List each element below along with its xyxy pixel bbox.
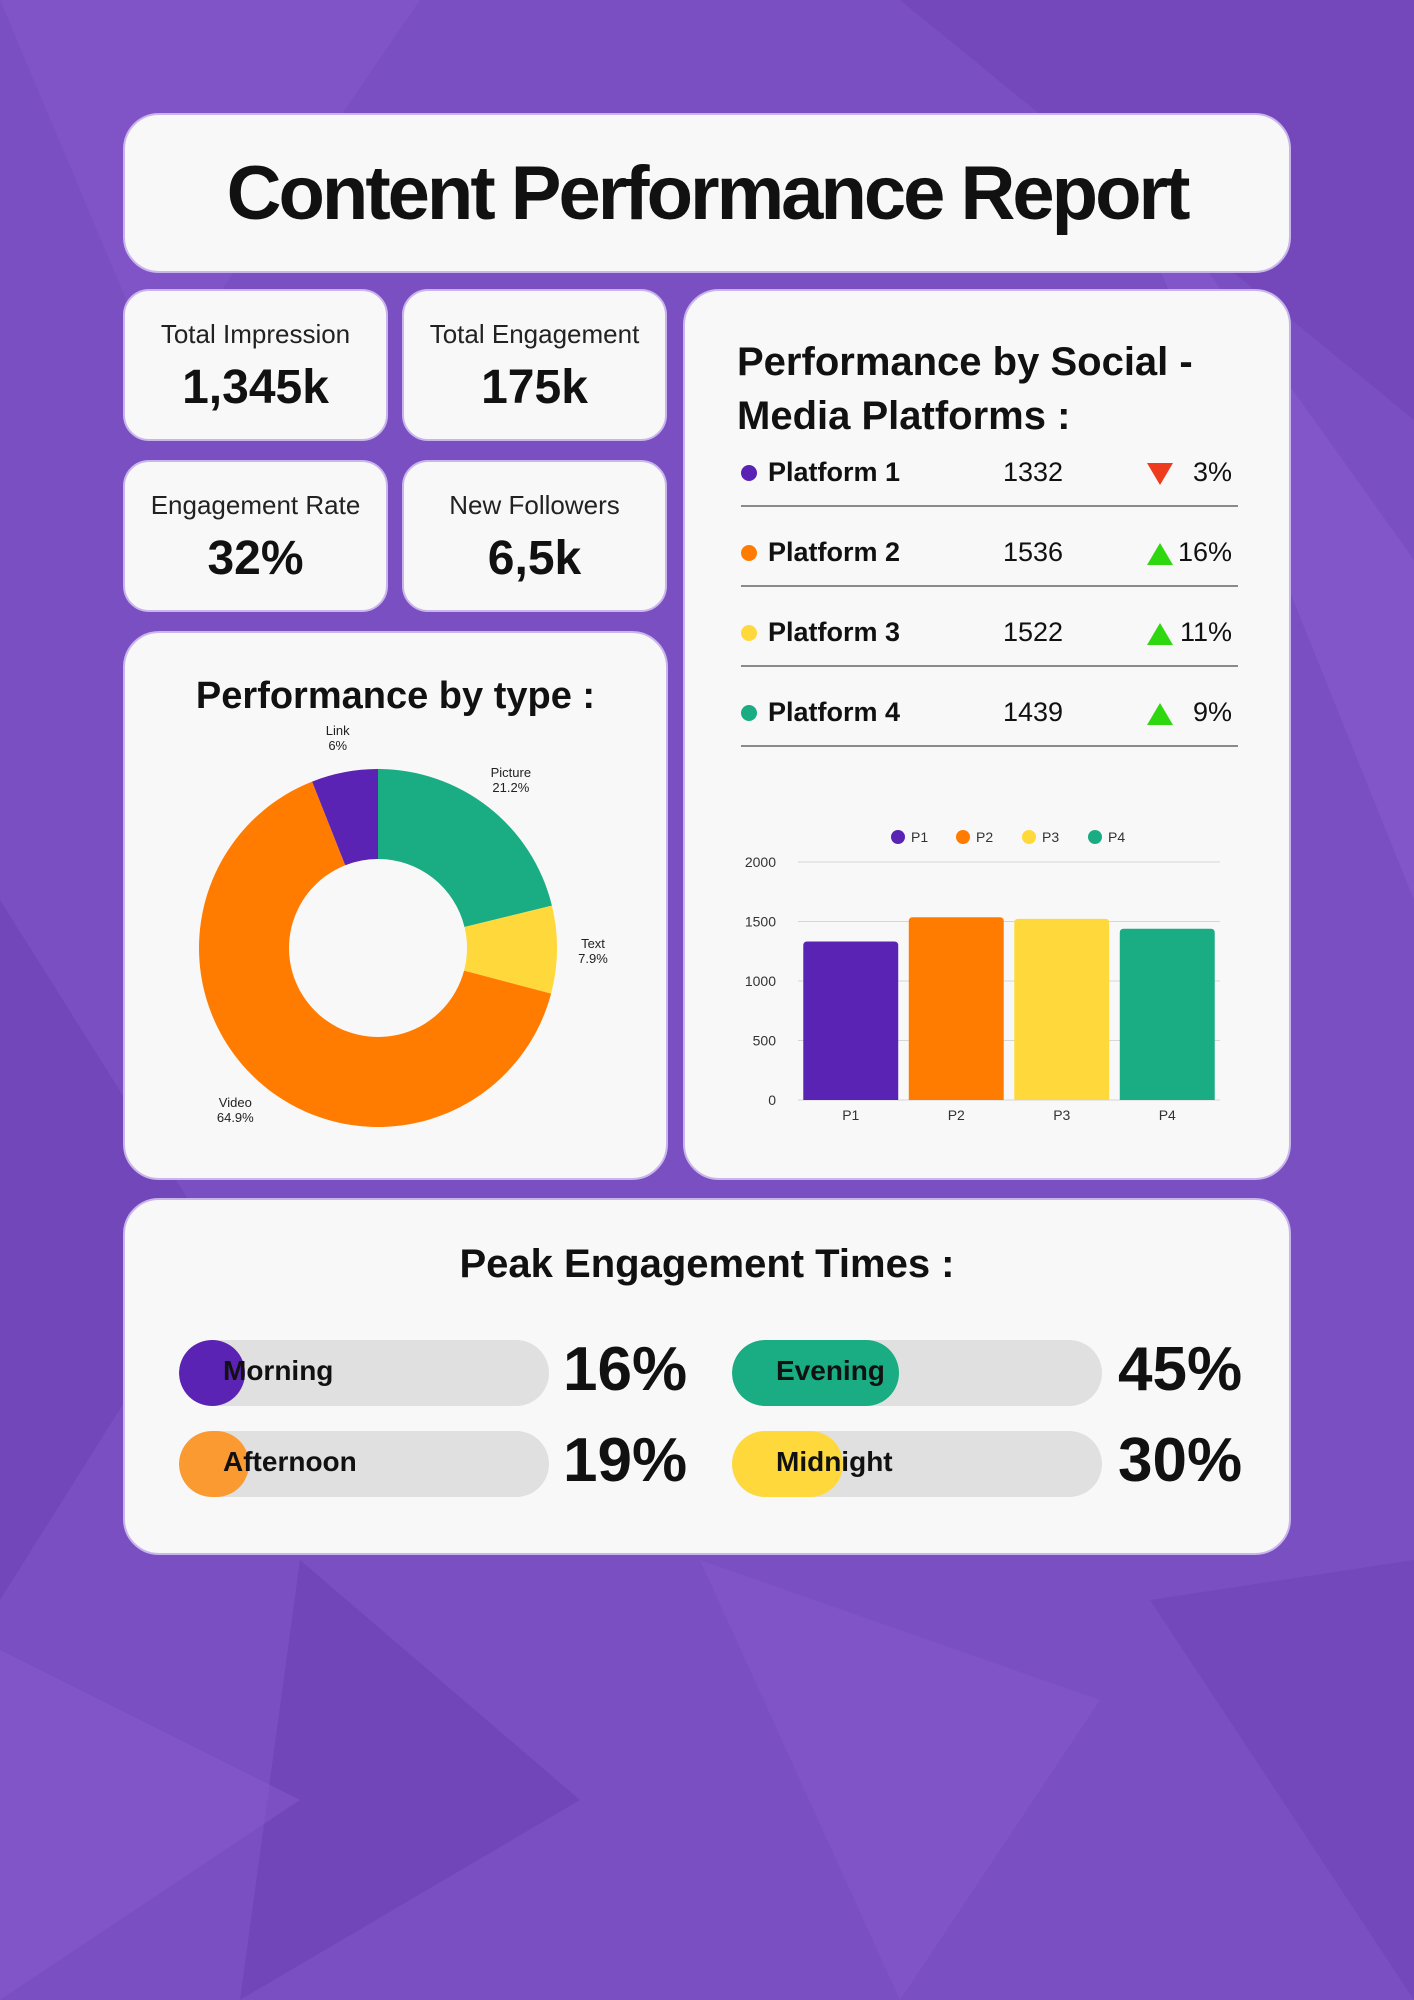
legend-label: P3 [1042, 829, 1059, 845]
platform-color-dot [741, 545, 757, 561]
platform-row: Platform 2 1536 16% [741, 523, 1238, 587]
donut-slice-picture [378, 769, 552, 927]
peak-bar-evening: Evening [732, 1340, 1102, 1406]
peak-bar-midnight: Midnight [732, 1431, 1102, 1497]
slice-label: Link [326, 723, 350, 738]
peak-label: Afternoon [223, 1446, 357, 1477]
x-tick-label: P1 [842, 1107, 859, 1123]
platform-row: Platform 4 1439 9% [741, 683, 1238, 747]
trend-arrow-icon [1147, 463, 1173, 485]
bar-p4 [1119, 928, 1215, 1100]
y-tick-label: 2000 [745, 854, 776, 870]
x-tick-label: P3 [1053, 1107, 1070, 1123]
peak-section-title: Peak Engagement Times : [459, 1242, 955, 1286]
kpi-label: New Followers [449, 490, 620, 520]
title-card: Content Performance Report [123, 113, 1291, 273]
peak-bar-fill [179, 1340, 245, 1406]
platform-change: 11% [1179, 617, 1232, 647]
legend-marker [956, 830, 970, 844]
legend-label: P1 [911, 829, 928, 845]
y-tick-label: 1500 [745, 914, 776, 930]
slice-percent: 6% [328, 738, 347, 753]
platform-value: 1439 [1003, 697, 1064, 727]
legend-label: P4 [1108, 829, 1125, 845]
peak-bar-fill [179, 1431, 250, 1497]
peak-bar-fill [732, 1340, 899, 1406]
peak-bar-fill [732, 1431, 843, 1497]
peak-percent: 16% [563, 1335, 688, 1404]
y-tick-label: 500 [753, 1033, 777, 1049]
kpi-engagement-rate: Engagement Rate 32% [123, 460, 388, 612]
bar-p3 [1014, 918, 1110, 1100]
kpi-total-engagement: Total Engagement 175k [402, 289, 667, 441]
type-section-title: Performance by type : [195, 675, 596, 717]
slice-percent: 64.9% [217, 1110, 254, 1125]
kpi-value: 1,345k [182, 361, 329, 414]
platform-change: 16% [1177, 537, 1232, 567]
peak-percent: 30% [1118, 1426, 1243, 1495]
peak-engagement-card: Peak Engagement Times : Morning 16% Even… [123, 1198, 1291, 1555]
legend-marker [891, 830, 905, 844]
kpi-value: 6,5k [487, 532, 582, 585]
slice-label: Video [219, 1095, 252, 1110]
platform-performance-card: Performance by Social - Media Platforms … [683, 289, 1291, 1180]
peak-bar-morning: Morning [179, 1340, 549, 1406]
platform-change: 3% [1192, 457, 1232, 487]
trend-arrow-icon [1147, 623, 1173, 645]
bar-p1 [803, 941, 899, 1100]
slice-percent: 7.9% [578, 951, 608, 966]
x-tick-label: P4 [1159, 1107, 1176, 1123]
kpi-new-followers: New Followers 6,5k [402, 460, 667, 612]
peak-label: Evening [776, 1355, 885, 1386]
y-tick-label: 1000 [745, 973, 776, 989]
platform-name: Platform 2 [768, 537, 901, 567]
donut-slice-text [464, 905, 557, 994]
platform-color-dot [741, 625, 757, 641]
peak-label: Midnight [776, 1446, 893, 1477]
page-title: Content Performance Report [226, 150, 1191, 236]
platform-value: 1332 [1003, 457, 1064, 487]
platform-name: Platform 3 [768, 617, 901, 647]
kpi-label: Engagement Rate [150, 490, 361, 520]
peak-bar-afternoon: Afternoon [179, 1431, 549, 1497]
platform-section-title: Performance by Social - Media Platforms … [737, 340, 1193, 438]
trend-arrow-icon [1147, 703, 1173, 725]
platform-color-dot [741, 465, 757, 481]
x-tick-label: P2 [948, 1107, 965, 1123]
platform-color-dot [741, 705, 757, 721]
legend-label: P2 [976, 829, 993, 845]
platform-name: Platform 4 [768, 697, 901, 727]
y-tick-label: 0 [768, 1092, 776, 1108]
donut-slice-video [199, 781, 552, 1127]
trend-arrow-icon [1147, 543, 1173, 565]
peak-percent: 45% [1118, 1335, 1243, 1404]
platform-row: Platform 1 1332 3% [741, 443, 1238, 507]
bar-p2 [908, 917, 1004, 1100]
peak-label: Morning [223, 1355, 334, 1386]
donut-slice-link [312, 769, 378, 866]
kpi-label: Total Impression [160, 319, 351, 349]
slice-percent: 21.2% [492, 780, 529, 795]
platform-value: 1536 [1003, 537, 1064, 567]
legend-marker [1088, 830, 1102, 844]
platform-value: 1522 [1003, 617, 1064, 647]
kpi-value: 32% [207, 532, 304, 585]
kpi-label: Total Engagement [429, 319, 640, 349]
peak-percent: 19% [563, 1426, 688, 1495]
kpi-value: 175k [481, 361, 588, 414]
platform-change: 9% [1192, 697, 1232, 727]
platform-row: Platform 3 1522 11% [741, 603, 1238, 667]
kpi-total-impression: Total Impression 1,345k [123, 289, 388, 441]
platform-bar-chart: 0 500 1000 1500 2000 P1 P2 P3 P4 P1 P2 P3 P4 [745, 829, 1220, 1123]
platform-name: Platform 1 [768, 457, 901, 487]
slice-label: Picture [491, 765, 531, 780]
performance-by-type-card: Performance by type : Picture 21.2% Text 7.… [123, 631, 668, 1180]
slice-label: Text [581, 936, 605, 951]
legend-marker [1022, 830, 1036, 844]
